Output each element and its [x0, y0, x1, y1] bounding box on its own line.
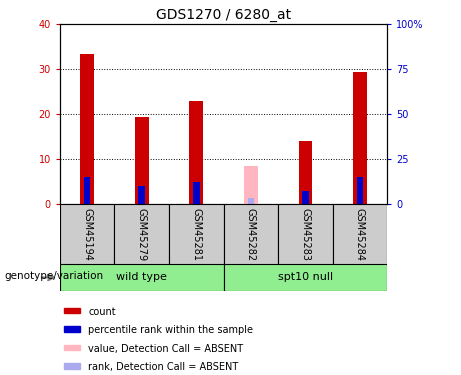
Bar: [333, 204, 387, 264]
Text: GSM45281: GSM45281: [191, 208, 201, 261]
Bar: [224, 204, 278, 264]
Text: genotype/variation: genotype/variation: [5, 271, 104, 281]
Text: wild type: wild type: [116, 273, 167, 282]
Text: rank, Detection Call = ABSENT: rank, Detection Call = ABSENT: [88, 362, 238, 372]
Bar: [353, 72, 367, 204]
Text: value, Detection Call = ABSENT: value, Detection Call = ABSENT: [88, 344, 243, 354]
Bar: [248, 198, 254, 204]
Text: count: count: [88, 307, 116, 317]
Bar: [299, 141, 312, 204]
Bar: [135, 117, 148, 204]
Bar: [138, 186, 145, 204]
Bar: [244, 166, 258, 204]
Bar: [80, 54, 94, 204]
Bar: [169, 204, 224, 264]
Text: spt10 null: spt10 null: [278, 273, 333, 282]
Bar: [357, 177, 363, 204]
Text: GSM45284: GSM45284: [355, 208, 365, 261]
Bar: [224, 264, 387, 291]
Title: GDS1270 / 6280_at: GDS1270 / 6280_at: [156, 8, 291, 22]
Text: GSM45194: GSM45194: [82, 208, 92, 261]
Bar: [114, 204, 169, 264]
Bar: [302, 191, 309, 204]
Text: GSM45283: GSM45283: [301, 208, 310, 261]
Bar: [64, 363, 80, 369]
Bar: [60, 204, 114, 264]
Bar: [64, 308, 80, 313]
Bar: [84, 177, 90, 204]
Bar: [64, 345, 80, 350]
Bar: [64, 326, 80, 332]
Bar: [193, 182, 200, 204]
Text: GSM45282: GSM45282: [246, 208, 256, 261]
Bar: [278, 204, 333, 264]
Text: percentile rank within the sample: percentile rank within the sample: [88, 326, 253, 335]
Text: GSM45279: GSM45279: [137, 208, 147, 261]
Bar: [189, 101, 203, 204]
Bar: [60, 264, 224, 291]
